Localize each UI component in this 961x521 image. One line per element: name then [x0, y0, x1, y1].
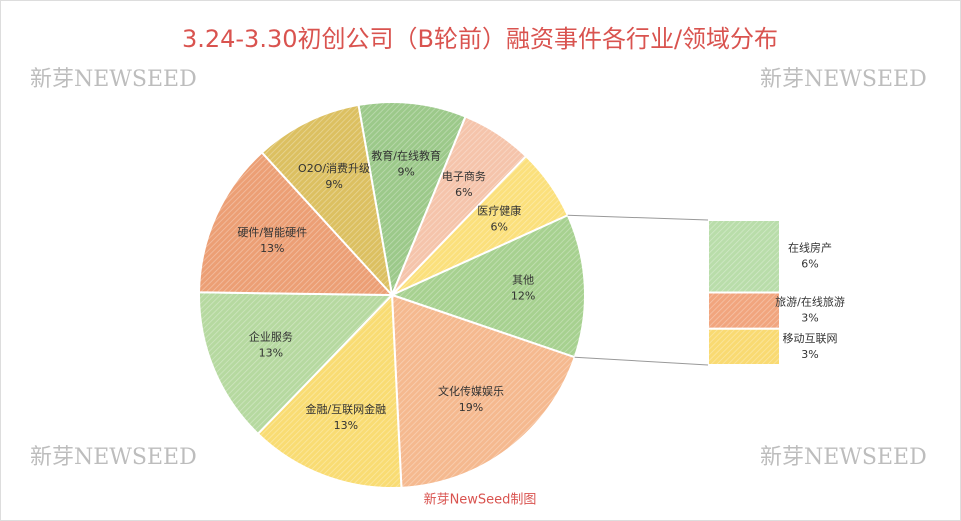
watermark: 新芽NEWSEED — [30, 67, 197, 92]
slice-value: 12% — [511, 290, 535, 303]
slice-value: 13% — [259, 346, 283, 359]
slice-label: 电子商务 — [442, 169, 486, 183]
bar-hatch — [708, 292, 780, 329]
connector — [567, 214, 709, 221]
bar-value: 3% — [801, 348, 818, 361]
bar-hatch — [708, 328, 780, 365]
bar-value: 3% — [801, 312, 818, 325]
watermark: 新芽NEWSEED — [760, 445, 927, 470]
slice-value: 13% — [260, 242, 284, 255]
watermark: 新芽NEWSEED — [30, 445, 197, 470]
slice-label: 金融/互联网金融 — [305, 402, 386, 416]
chart-title: 3.24-3.30初创公司（B轮前）融资事件各行业/领域分布 — [182, 25, 778, 53]
connector — [574, 356, 709, 366]
watermark: 新芽NEWSEED — [760, 67, 927, 92]
slice-label: 教育/在线教育 — [371, 149, 441, 163]
slice-value: 9% — [397, 166, 414, 179]
slice-value: 13% — [334, 419, 358, 432]
slice-label: 企业服务 — [249, 329, 293, 343]
slice-label: 文化传媒娱乐 — [438, 384, 504, 398]
bar-value: 6% — [801, 257, 818, 270]
bar-hatch — [708, 220, 780, 293]
bar-label: 旅游/在线旅游 — [775, 295, 845, 309]
slice-value: 6% — [491, 220, 508, 233]
slice-label: 医疗健康 — [477, 203, 521, 217]
slice-label: 硬件/智能硬件 — [237, 225, 307, 239]
slice-value: 9% — [325, 178, 342, 191]
slice-value: 19% — [459, 401, 483, 414]
bar-label: 在线房产 — [788, 240, 832, 254]
bar-label: 移动互联网 — [783, 332, 838, 345]
source: 新芽NewSeed制图 — [424, 492, 537, 508]
slice-value: 6% — [455, 186, 472, 199]
slice-label: O2O/消费升级 — [298, 161, 370, 175]
slice-label: 其他 — [512, 274, 534, 287]
